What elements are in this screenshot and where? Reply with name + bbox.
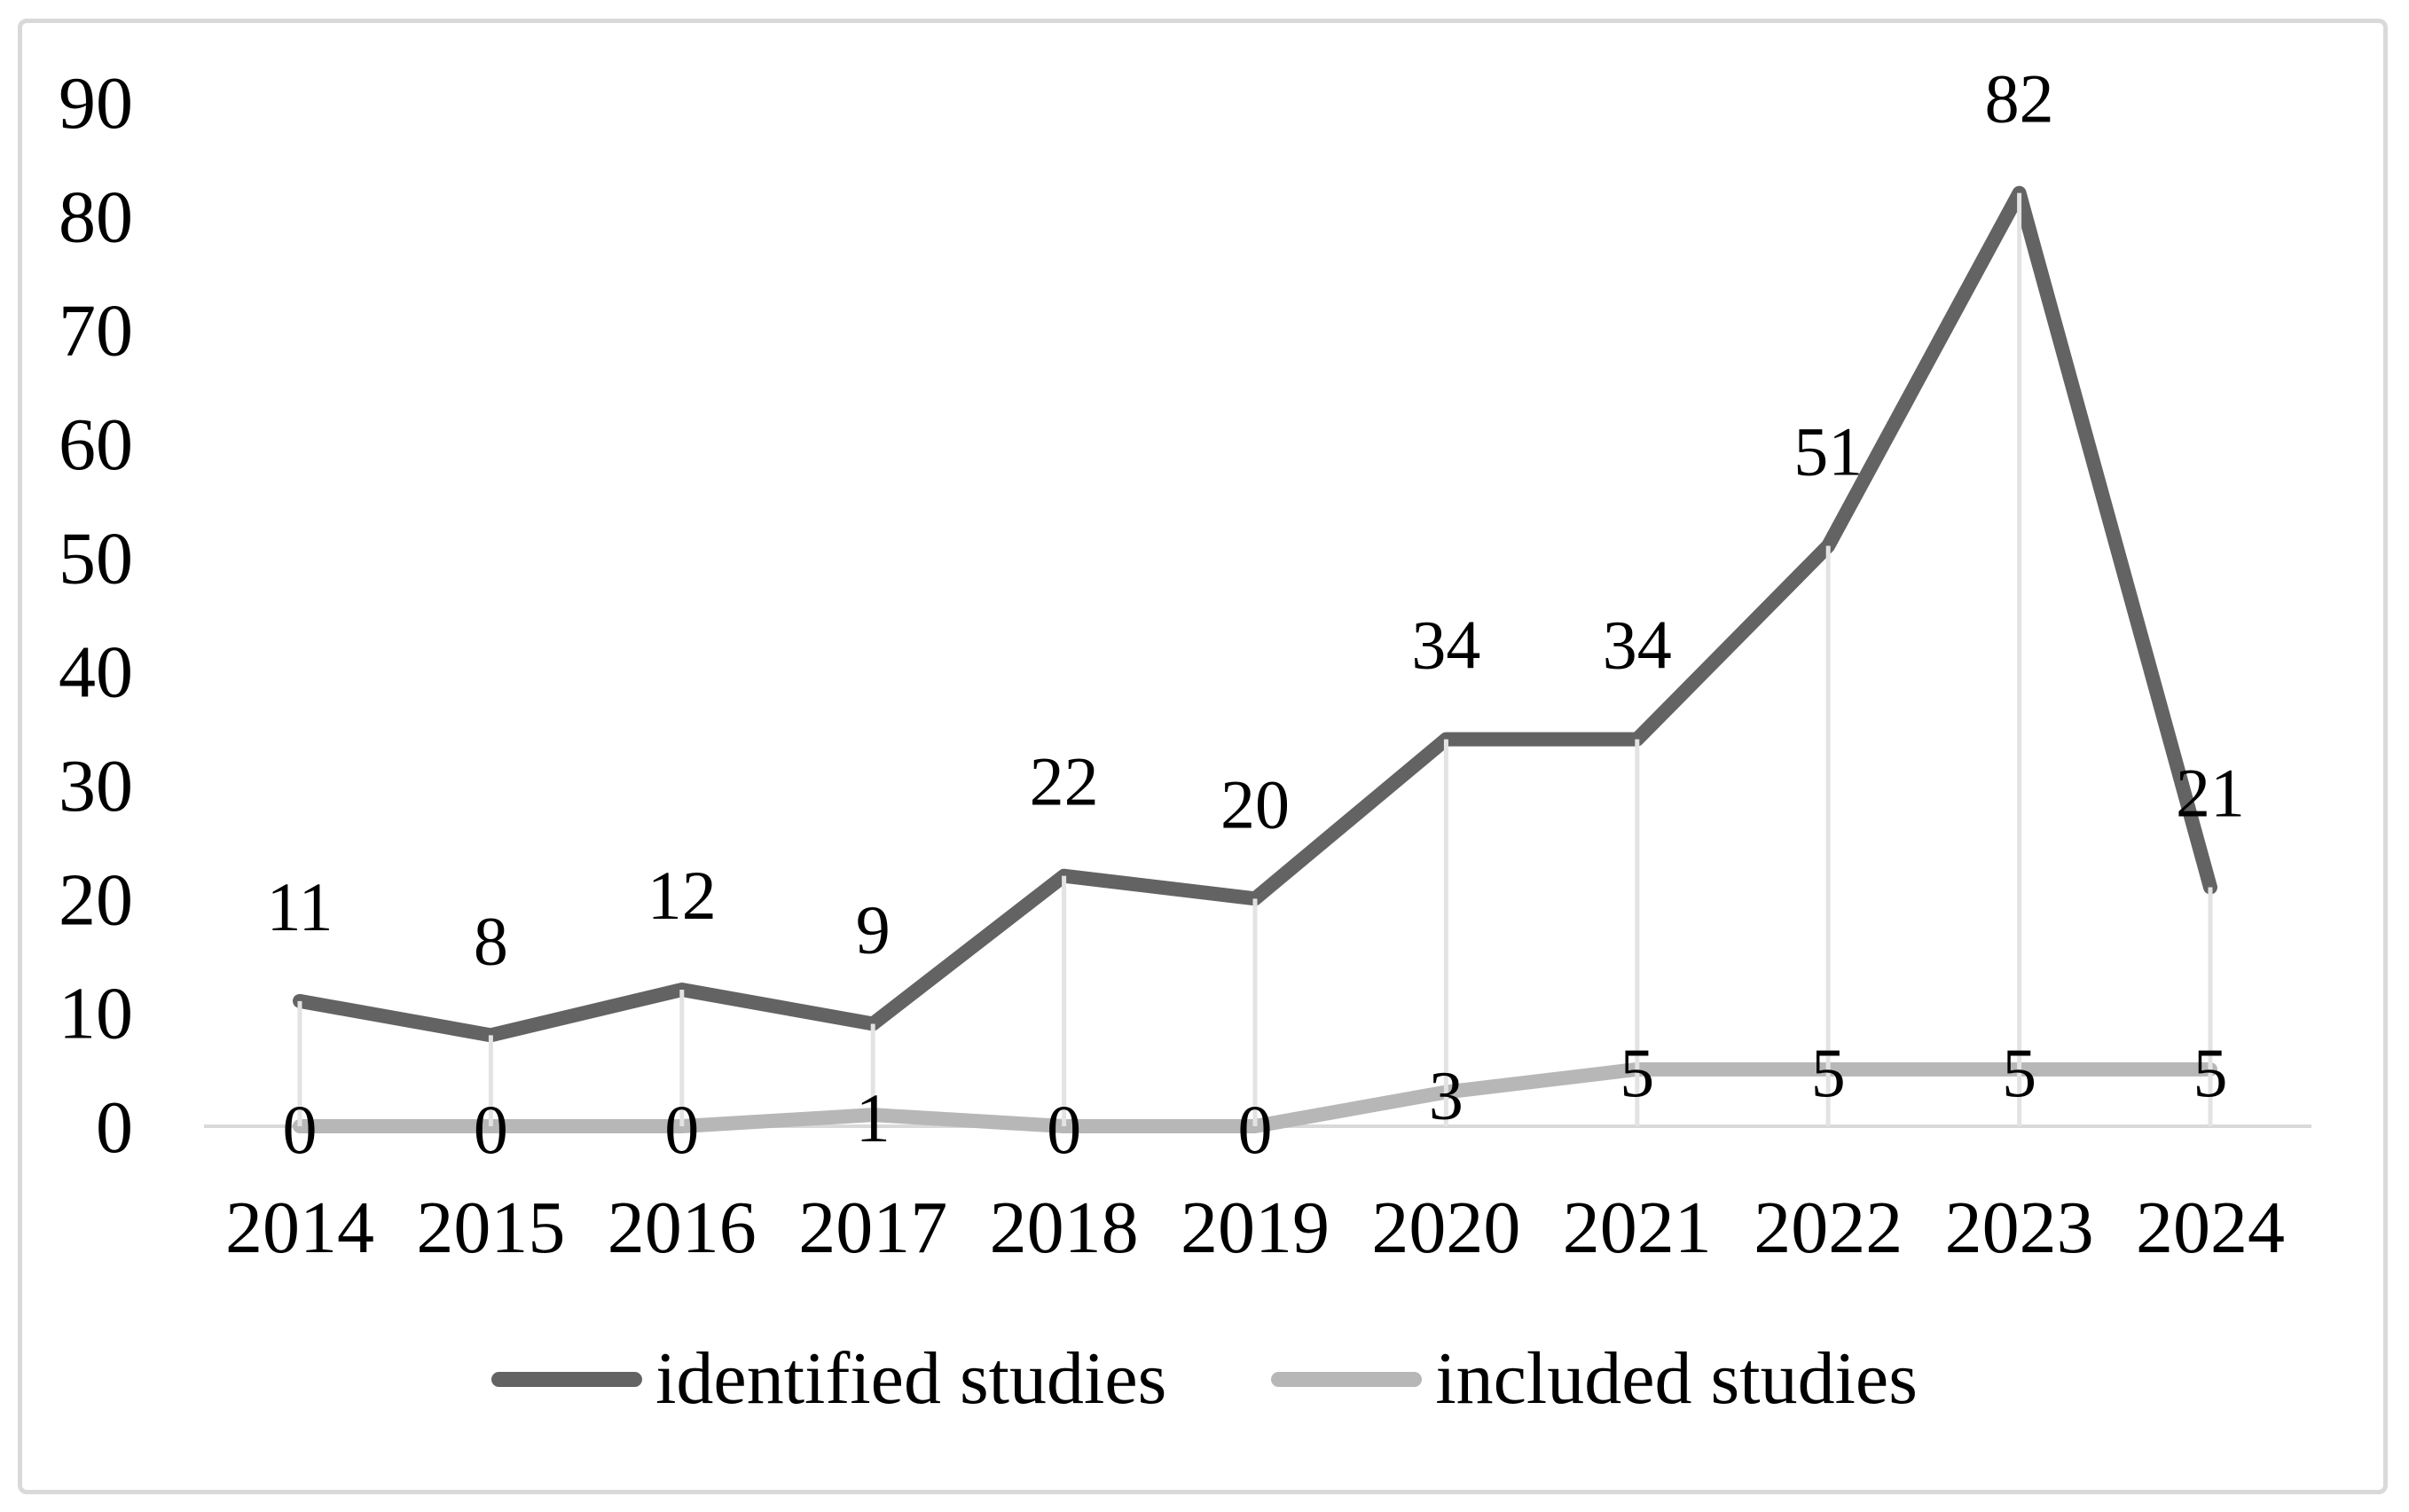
y-tick-label-40: 40 bbox=[59, 631, 133, 714]
data-label-included-studies-2020: 3 bbox=[1429, 1057, 1463, 1134]
y-tick-label-0: 0 bbox=[96, 1086, 133, 1169]
data-label-identified-studies-2021: 34 bbox=[1603, 607, 1672, 684]
legend-item-included-studies: included studies bbox=[1271, 1342, 1918, 1416]
x-tick-label-2014: 2014 bbox=[225, 1187, 374, 1269]
data-label-included-studies-2019: 0 bbox=[1238, 1091, 1273, 1168]
y-tick-label-20: 20 bbox=[59, 858, 133, 941]
data-label-included-studies-2022: 5 bbox=[1811, 1034, 1846, 1111]
data-label-included-studies-2023: 5 bbox=[2002, 1034, 2036, 1111]
legend-item-identified-studies: identified studies bbox=[491, 1342, 1166, 1416]
x-tick-label-2022: 2022 bbox=[1754, 1187, 1903, 1269]
data-label-identified-studies-2018: 22 bbox=[1030, 743, 1099, 820]
data-label-included-studies-2014: 0 bbox=[283, 1091, 318, 1168]
x-tick-label-2024: 2024 bbox=[2136, 1187, 2285, 1269]
data-label-included-studies-2018: 0 bbox=[1047, 1091, 1081, 1168]
data-label-identified-studies-2019: 20 bbox=[1220, 765, 1290, 842]
data-label-identified-studies-2022: 51 bbox=[1793, 413, 1863, 490]
x-tick-label-2019: 2019 bbox=[1181, 1187, 1330, 1269]
y-tick-label-80: 80 bbox=[59, 176, 133, 258]
data-label-identified-studies-2016: 12 bbox=[647, 857, 717, 934]
legend-label-included: included studies bbox=[1435, 1337, 1918, 1420]
x-tick-label-2021: 2021 bbox=[1563, 1187, 1712, 1269]
data-label-identified-studies-2024: 21 bbox=[2176, 755, 2245, 832]
x-tick-label-2023: 2023 bbox=[1945, 1187, 2094, 1269]
x-tick-label-2015: 2015 bbox=[416, 1187, 565, 1269]
data-label-included-studies-2017: 1 bbox=[856, 1079, 891, 1156]
legend-line-swatch-identified bbox=[491, 1371, 643, 1387]
chart-legend: identified studies included studies bbox=[0, 1326, 2409, 1432]
x-tick-label-2020: 2020 bbox=[1371, 1187, 1520, 1269]
x-tick-label-2018: 2018 bbox=[990, 1187, 1139, 1269]
y-tick-label-10: 10 bbox=[59, 973, 133, 1055]
y-tick-label-70: 70 bbox=[59, 290, 133, 372]
y-tick-label-90: 90 bbox=[59, 62, 133, 145]
y-tick-label-50: 50 bbox=[59, 517, 133, 599]
data-label-identified-studies-2020: 34 bbox=[1411, 607, 1480, 684]
x-tick-label-2016: 2016 bbox=[608, 1187, 757, 1269]
x-tick-label-2017: 2017 bbox=[798, 1187, 947, 1269]
data-label-identified-studies-2014: 11 bbox=[266, 868, 333, 945]
data-label-identified-studies-2017: 9 bbox=[856, 891, 891, 968]
data-label-included-studies-2024: 5 bbox=[2193, 1034, 2228, 1111]
data-label-identified-studies-2023: 82 bbox=[1985, 60, 2054, 137]
legend-line-swatch-included bbox=[1271, 1371, 1423, 1387]
y-tick-label-30: 30 bbox=[59, 745, 133, 827]
y-tick-label-60: 60 bbox=[59, 403, 133, 486]
data-label-included-studies-2021: 5 bbox=[1620, 1034, 1654, 1111]
legend-label-identified: identified studies bbox=[655, 1337, 1167, 1420]
data-label-identified-studies-2015: 8 bbox=[474, 902, 508, 979]
data-label-included-studies-2015: 0 bbox=[474, 1091, 508, 1168]
data-label-included-studies-2016: 0 bbox=[664, 1091, 699, 1168]
